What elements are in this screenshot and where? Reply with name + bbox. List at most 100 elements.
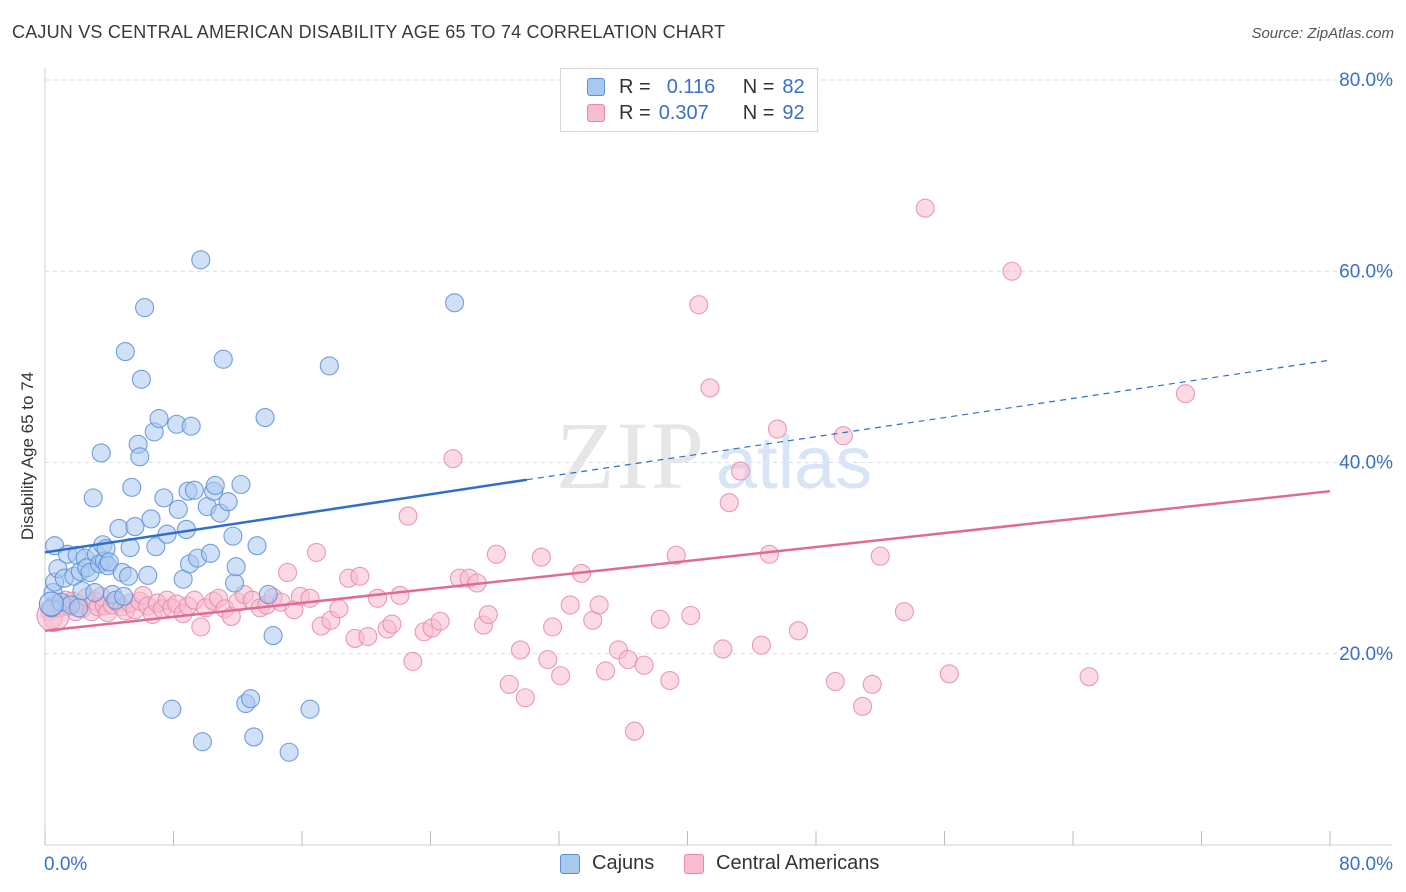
data-point xyxy=(181,416,201,436)
data-point xyxy=(596,661,616,681)
data-point xyxy=(350,566,370,586)
data-point xyxy=(660,670,680,691)
data-point xyxy=(767,419,788,439)
data-point xyxy=(109,518,129,539)
data-point xyxy=(154,488,174,508)
data-point xyxy=(510,640,531,660)
trend-line-cajuns-extension xyxy=(526,359,1331,481)
data-point xyxy=(141,509,161,529)
data-point xyxy=(231,474,251,495)
x-tick-label: 80.0% xyxy=(1339,854,1393,875)
data-point xyxy=(589,595,609,615)
data-point xyxy=(125,517,145,537)
data-point xyxy=(277,562,298,583)
data-point xyxy=(759,544,779,564)
bottom-legend: Cajuns Central Americans xyxy=(0,852,1406,878)
data-point xyxy=(135,298,155,318)
data-point xyxy=(255,408,275,428)
data-point xyxy=(1175,384,1195,404)
data-point xyxy=(403,651,423,671)
data-point xyxy=(358,626,378,647)
data-point xyxy=(91,443,111,463)
data-point xyxy=(713,639,733,659)
data-point xyxy=(247,536,267,556)
data-point xyxy=(478,604,498,625)
bottom-legend-central-americans: Central Americans xyxy=(684,852,879,875)
data-point xyxy=(300,588,320,608)
bottom-legend-cajuns: Cajuns xyxy=(560,852,654,875)
data-point xyxy=(666,545,686,565)
data-point xyxy=(263,626,283,646)
data-point xyxy=(69,598,89,618)
data-point xyxy=(560,595,580,615)
data-point xyxy=(279,742,299,762)
data-point xyxy=(486,544,506,564)
data-point xyxy=(788,621,808,641)
data-point xyxy=(306,542,327,562)
series-cajuns xyxy=(38,250,465,762)
data-point xyxy=(689,295,709,315)
data-point xyxy=(300,699,320,719)
data-point xyxy=(915,198,935,218)
chart-source: Source: ZipAtlas.com xyxy=(1251,25,1394,42)
bottom-legend-swatch-cajuns xyxy=(560,853,580,874)
watermark: ZIP atlas xyxy=(556,402,872,509)
data-point xyxy=(213,349,233,369)
data-point xyxy=(131,369,151,389)
data-point xyxy=(551,666,571,686)
data-point xyxy=(634,655,654,675)
data-point xyxy=(650,609,670,629)
data-point xyxy=(853,696,873,716)
data-point xyxy=(258,584,278,605)
data-point xyxy=(939,664,959,684)
legend-row-central-americans: R = 0.307 N = 92 xyxy=(587,101,805,125)
series-central-americans xyxy=(36,198,1195,741)
data-point xyxy=(191,617,211,637)
data-point xyxy=(149,408,169,429)
data-point xyxy=(430,611,450,631)
data-point xyxy=(99,552,119,572)
data-point xyxy=(122,477,142,497)
data-point xyxy=(184,480,204,500)
y-tick-label: 20.0% xyxy=(1339,644,1393,665)
data-point xyxy=(226,557,246,577)
grid-lines xyxy=(45,79,1392,655)
legend-n-label: N = xyxy=(742,101,775,124)
legend-r-label: R = xyxy=(619,75,651,98)
data-point xyxy=(192,732,212,752)
trend-line-central-americans xyxy=(44,489,1331,633)
data-point xyxy=(538,649,558,670)
x-tick-label: 0.0% xyxy=(44,854,87,875)
data-point xyxy=(1002,261,1022,281)
legend-n-value: 82 xyxy=(782,75,805,98)
trend-line-cajuns xyxy=(44,478,528,554)
data-point xyxy=(168,499,188,519)
data-point xyxy=(223,526,243,546)
data-point xyxy=(543,617,563,637)
data-point xyxy=(499,674,519,694)
data-point xyxy=(115,342,135,362)
axes xyxy=(44,68,1392,846)
data-point xyxy=(443,449,463,469)
data-point xyxy=(130,447,150,467)
data-point xyxy=(445,293,465,313)
data-point xyxy=(241,689,261,709)
data-point-cluster xyxy=(38,591,64,617)
legend-r-value: 0.116 xyxy=(666,75,716,98)
y-tick-label: 40.0% xyxy=(1339,453,1393,474)
legend: R = 0.116 N = 82 R = 0.307 N = 92 xyxy=(560,68,818,132)
data-point xyxy=(862,674,882,694)
data-point xyxy=(138,565,158,585)
data-point xyxy=(390,585,410,605)
data-point xyxy=(618,649,638,670)
data-point xyxy=(730,461,751,481)
data-point xyxy=(162,699,182,719)
trend-lines xyxy=(44,359,1331,633)
data-point xyxy=(515,688,535,708)
legend-row-cajuns: R = 0.116 N = 82 xyxy=(587,75,805,99)
data-point xyxy=(719,493,739,513)
data-point xyxy=(218,492,238,512)
data-point xyxy=(681,605,701,626)
data-point xyxy=(146,537,166,557)
